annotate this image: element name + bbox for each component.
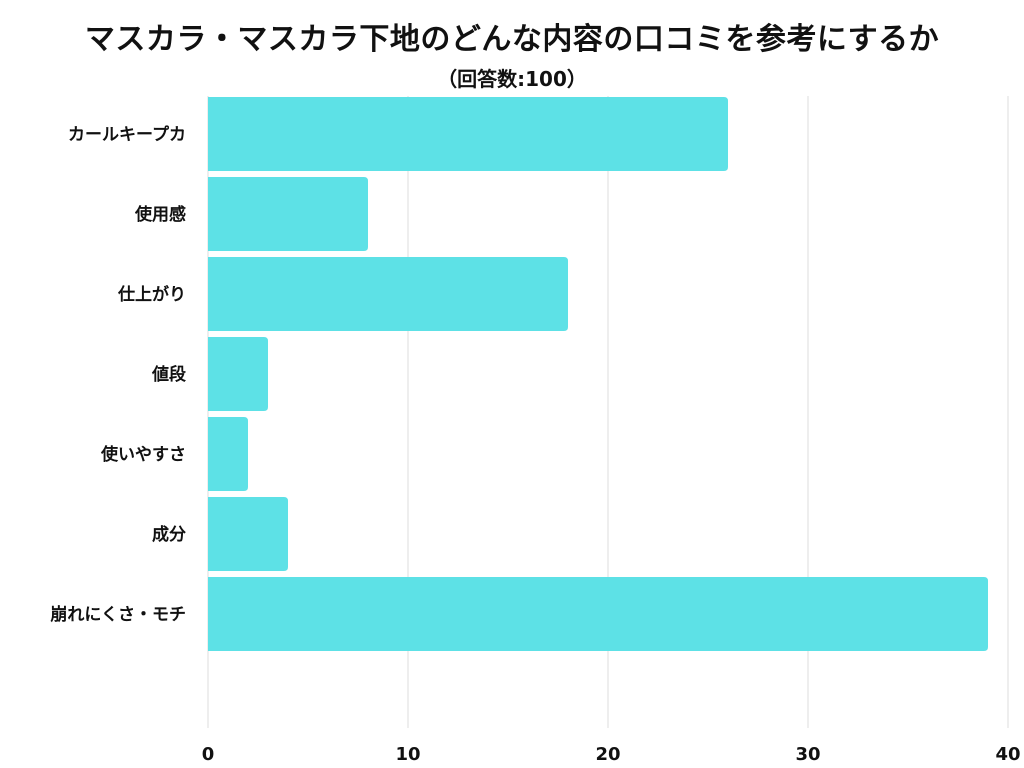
x-tick-label: 30 — [795, 744, 820, 765]
category-label: カールキープカ — [68, 124, 186, 145]
bar — [208, 177, 368, 251]
bar — [208, 257, 568, 331]
bar — [208, 417, 248, 491]
category-label: 使用感 — [134, 204, 186, 225]
x-tick-label: 10 — [395, 744, 420, 765]
x-axis-ticks: 0 10 20 30 40 — [202, 744, 1021, 765]
bar — [208, 577, 988, 651]
category-label: 成分 — [152, 524, 186, 545]
bar — [208, 337, 268, 411]
x-tick-label: 40 — [995, 744, 1020, 765]
chart-title: マスカラ・マスカラ下地のどんな内容の口コミを参考にするか — [84, 22, 940, 57]
x-tick-label: 20 — [595, 744, 620, 765]
bar — [208, 97, 728, 171]
category-label: 仕上がり — [117, 284, 186, 305]
category-label: 使いやすさ — [100, 444, 186, 465]
chart-subtitle: （回答数:100） — [437, 67, 587, 91]
x-tick-label: 0 — [202, 744, 215, 765]
category-label: 崩れにくさ・モチ — [50, 604, 186, 625]
bars — [208, 97, 988, 651]
category-label: 値段 — [151, 364, 186, 385]
bar — [208, 497, 288, 571]
